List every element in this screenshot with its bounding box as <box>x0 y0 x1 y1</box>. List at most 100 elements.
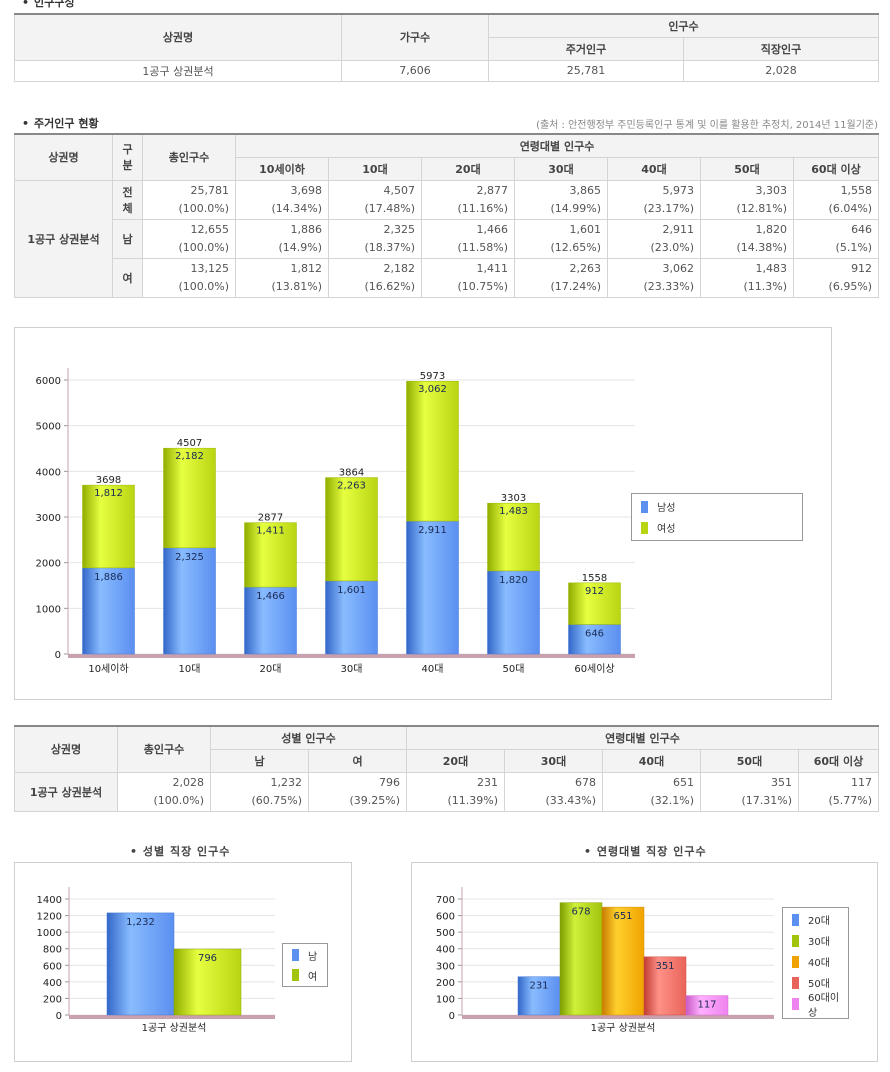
header-total: 총인구수 <box>117 725 211 773</box>
age-worker-chart-svg: 0 100 200 300 400 500 600 700 231 678 651 351 117 1공구… <box>436 887 774 1034</box>
cell-percent: (17.31%) <box>741 793 792 807</box>
bar-segment <box>487 570 540 655</box>
bar-segment <box>163 547 216 655</box>
bar-data-label: 1,820 <box>499 575 528 586</box>
bar-data-label: 912 <box>585 586 604 597</box>
bar-data-label: 2,263 <box>337 481 366 492</box>
worker-value: 2,028 <box>683 59 879 82</box>
cell-percent: (11.39%) <box>447 793 498 807</box>
cell-value: 5,973 <box>662 183 695 197</box>
header-type: 구분 <box>112 133 143 181</box>
header-age-0: 10세이하 <box>235 156 329 181</box>
legend-swatch <box>641 500 648 513</box>
legend-item: 30대 <box>783 930 848 951</box>
cell-value: 2,028 <box>172 775 205 789</box>
resident-population-table: 상권명 구분 총인구수 연령대별 인구수 10세이하 10대 20대 30대 40대 50… <box>14 133 880 298</box>
legend-swatch <box>792 997 799 1010</box>
cell-percent: (60.75%) <box>251 793 302 807</box>
cell-value: 678 <box>575 775 596 789</box>
cell-value: 12,655 <box>190 222 230 236</box>
x-tick-label: 50대 <box>503 663 525 675</box>
y-tick-label: 600 <box>43 961 62 972</box>
cell-percent: (5.1%) <box>835 240 873 254</box>
cell-percent: (100.0%) <box>178 279 229 293</box>
header-male: 남 <box>210 748 309 773</box>
legend-label: 여 <box>308 971 318 983</box>
value-cell: 4,507 (17.48%) <box>328 179 422 220</box>
cell-percent: (17.48%) <box>364 201 415 215</box>
section-title-resident: 주거인구 현황 <box>22 115 99 131</box>
cell-percent: (13.81%) <box>271 279 322 293</box>
x-tick-label: 1공구 상권분석 <box>591 1022 656 1034</box>
area-name: 1공구 상권분석 <box>14 771 118 812</box>
legend-item: 50대 <box>783 972 848 993</box>
legend-label: 여성 <box>657 524 676 535</box>
cell-value: 912 <box>851 261 873 275</box>
bar-segment <box>406 380 459 522</box>
legend-swatch <box>792 976 799 989</box>
cell-value: 231 <box>477 775 498 789</box>
row-type: 전체 <box>112 179 143 220</box>
y-tick-label: 1000 <box>37 928 62 939</box>
age-worker-chart-title: • 연령대별 직장 인구수 <box>584 845 707 858</box>
y-tick-label: 600 <box>436 912 455 923</box>
value-cell: 3,062 (23.33%) <box>607 257 701 298</box>
gender-worker-chart: 0 200 400 600 800 1000 1200 1400 1,232 796 1공구 상권분… <box>14 862 352 1062</box>
cell-value: 796 <box>379 775 400 789</box>
value-cell: 1,466 (11.58%) <box>421 218 515 259</box>
gender-worker-chart-title: • 성별 직장 인구수 <box>130 845 231 858</box>
legend-item: 40대 <box>783 951 848 972</box>
cell-value: 646 <box>851 222 873 236</box>
bar <box>106 912 175 1016</box>
header-households: 가구수 <box>341 13 489 61</box>
cell-value: 651 <box>673 775 694 789</box>
cell-percent: (16.62%) <box>364 279 415 293</box>
y-tick-label: 700 <box>436 895 455 906</box>
households-value: 7,606 <box>341 59 489 82</box>
cell-percent: (10.75%) <box>457 279 508 293</box>
cell-percent: (14.9%) <box>278 240 322 254</box>
cell-percent: (11.16%) <box>457 201 508 215</box>
legend-item: 60대이상 <box>783 993 848 1019</box>
legend-label: 60대이상 <box>807 992 840 1019</box>
worker-population-table: 상권명 총인구수 성별 인구수 연령대별 인구수 남 여 20대 30대 40대 50… <box>14 725 880 812</box>
bar-segment <box>244 522 297 588</box>
row-type: 남 <box>112 218 143 259</box>
cell-percent: (6.95%) <box>828 279 873 293</box>
header-age-2: 20대 <box>421 156 515 181</box>
y-tick-label: 200 <box>43 994 62 1005</box>
bar-data-label: 231 <box>529 981 548 992</box>
header-age-3: 30대 <box>514 156 608 181</box>
cell-percent: (23.0%) <box>650 240 694 254</box>
legend-label: 남 <box>308 951 318 963</box>
value-cell: 912 (6.95%) <box>792 257 880 298</box>
y-tick-label: 4000 <box>36 467 61 478</box>
cell-percent: (14.38%) <box>736 240 787 254</box>
legend-item: 여성 <box>632 517 802 538</box>
bar-segment <box>568 624 621 655</box>
value-cell: 1,886 (14.9%) <box>235 218 329 259</box>
header-area: 상권명 <box>14 133 113 181</box>
header-age-1: 10대 <box>328 156 422 181</box>
gender-worker-chart-svg: 0 200 400 600 800 1000 1200 1400 1,232 796 1공구 상권분… <box>37 887 275 1034</box>
cell-value: 3,303 <box>755 183 788 197</box>
bar-data-label: 1,886 <box>94 572 123 583</box>
bar-data-label: 117 <box>697 1000 716 1011</box>
bar-segment <box>487 502 540 572</box>
cell-value: 1,812 <box>290 261 323 275</box>
bar-data-label: 1,483 <box>499 506 528 517</box>
cell-value: 1,466 <box>476 222 509 236</box>
header-total: 총인구수 <box>142 133 236 181</box>
legend-item: 20대 <box>783 909 848 930</box>
header-age-6: 60대 이상 <box>792 156 880 181</box>
bar-data-label: 1,411 <box>256 526 285 537</box>
value-cell: 2,263 (17.24%) <box>514 257 608 298</box>
bar-total-label: 2877 <box>258 513 283 524</box>
header-age-5: 50대 <box>700 156 794 181</box>
x-tick-label: 10대 <box>179 663 201 675</box>
legend-label: 남성 <box>657 503 676 514</box>
cell-value: 351 <box>771 775 792 789</box>
cell-value: 1,558 <box>840 183 873 197</box>
cell-value: 13,125 <box>190 261 230 275</box>
cell-value: 1,601 <box>569 222 602 236</box>
